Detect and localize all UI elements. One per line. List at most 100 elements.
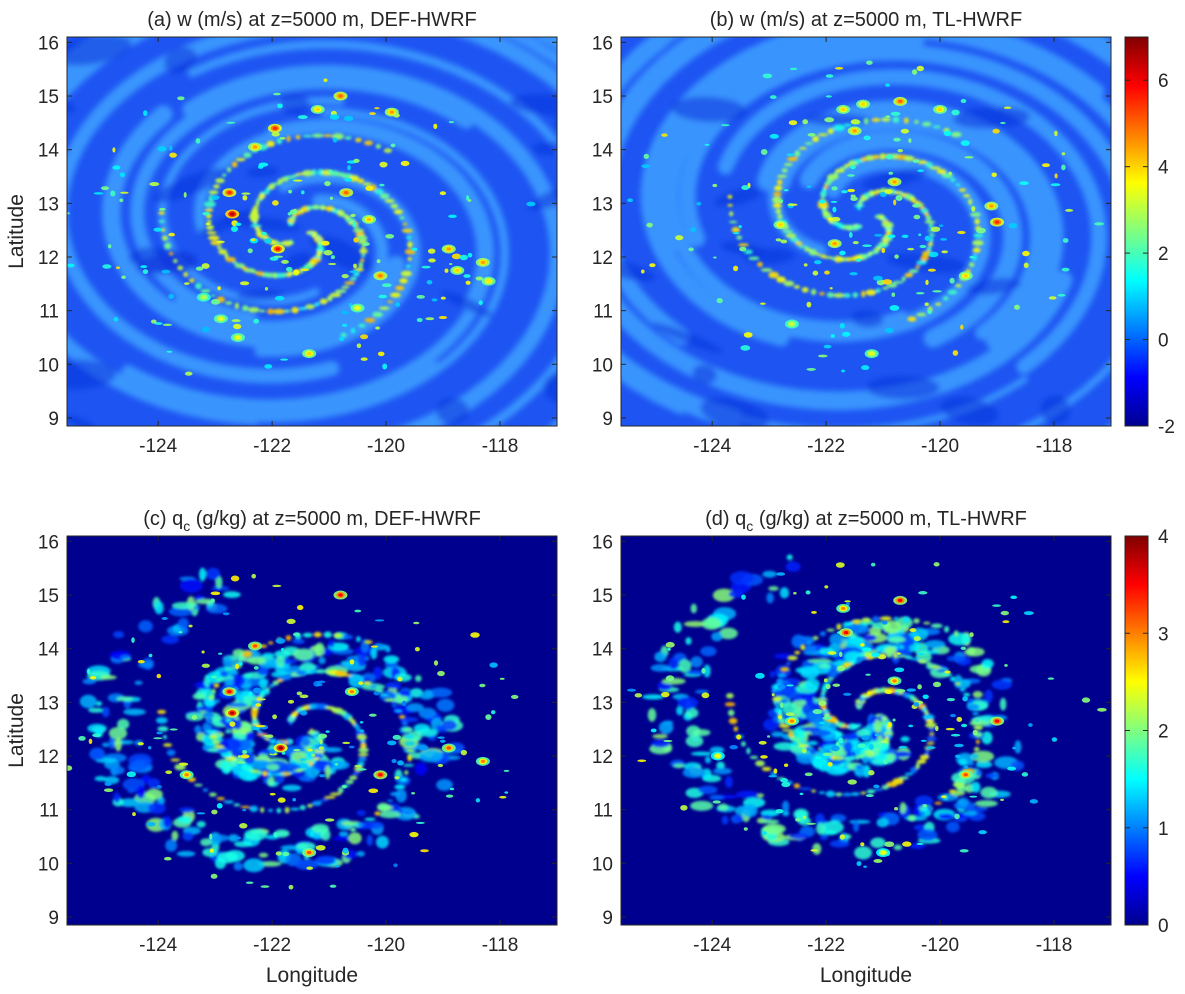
spiral-segment [727, 709, 735, 717]
cell [646, 222, 653, 228]
cell [824, 117, 835, 123]
spiral-segment [318, 799, 329, 802]
cell [153, 737, 163, 740]
cell [839, 322, 845, 329]
band [662, 37, 925, 337]
cell [810, 849, 818, 852]
cell [823, 678, 828, 683]
intense-cell [344, 687, 359, 697]
cloud-cell [971, 750, 995, 763]
spiral-segment [947, 289, 958, 295]
cell [281, 259, 289, 264]
spiral-segment [177, 265, 184, 271]
spiral-segment [967, 703, 980, 711]
intense-cell [839, 628, 854, 638]
downdraft-pocket [67, 359, 116, 390]
intense-cell [836, 603, 851, 613]
cell [881, 742, 887, 747]
spiral-segment [804, 247, 812, 252]
spiral-segment [812, 135, 820, 143]
y-tick-label: 12 [38, 747, 59, 768]
cloud-cell [113, 630, 125, 639]
spiral-segment [865, 289, 877, 296]
spiral-segment [399, 216, 405, 220]
spiral-segment [733, 726, 739, 732]
cell [143, 110, 148, 116]
cell [952, 350, 959, 356]
spiral-segment [302, 169, 314, 177]
cell [211, 195, 220, 201]
cloud-cell [884, 646, 897, 655]
cloud-cell [199, 567, 206, 582]
cell [116, 266, 120, 270]
cell [277, 103, 283, 109]
cell [838, 737, 844, 744]
cell [1050, 183, 1061, 187]
spiral-segment [853, 204, 865, 208]
spiral-segment [358, 678, 363, 682]
cell [460, 749, 468, 756]
spiral-segment [804, 142, 814, 145]
downdraft-pocket [67, 37, 132, 66]
cell [732, 232, 740, 235]
cell [992, 128, 1000, 134]
cloud-cell [213, 834, 230, 842]
cell [912, 159, 920, 163]
spiral-segment [969, 762, 975, 766]
cell [729, 744, 738, 750]
spiral-segment [252, 700, 263, 704]
y-tick-label: 12 [38, 248, 59, 269]
intense-cell [893, 96, 908, 106]
cell [918, 233, 922, 237]
spiral-segment [407, 754, 413, 762]
cell [202, 212, 210, 216]
intense-cell [710, 751, 725, 761]
intense-cell [248, 142, 263, 152]
cell [930, 226, 941, 232]
cell [108, 244, 112, 249]
cloud-cell [970, 781, 981, 793]
cloud-cell [673, 763, 685, 769]
intense-cell [373, 770, 388, 780]
cloud-cell [357, 653, 367, 667]
cloud-cell [724, 776, 733, 788]
cell [246, 724, 250, 728]
spiral-segment [973, 724, 983, 731]
x-tick-label: -122 [807, 436, 845, 457]
cell [841, 331, 851, 337]
cell-core [235, 335, 241, 340]
cell [924, 302, 929, 306]
cell-core [789, 719, 795, 723]
spiral-segment [364, 817, 376, 821]
cell [922, 694, 929, 700]
cell [890, 111, 901, 116]
cell [786, 153, 795, 156]
cell [341, 310, 349, 315]
spiral-segment [892, 116, 900, 123]
cell [889, 305, 900, 311]
spiral-segment [774, 185, 783, 191]
cell-core [843, 630, 849, 635]
y-tick-label: 14 [38, 640, 60, 661]
intense-cell [373, 271, 388, 281]
spiral-segment [920, 207, 929, 214]
cell [229, 721, 236, 727]
cell [849, 272, 858, 276]
spiral-segment [925, 722, 937, 728]
spiral-segment [876, 745, 882, 750]
cell [894, 806, 899, 811]
cell [317, 680, 326, 684]
cloud-cell [683, 620, 707, 628]
cell [311, 753, 316, 757]
colorbar-gradient [1124, 36, 1149, 427]
spiral-segment [777, 673, 787, 678]
cell [437, 763, 444, 768]
cell [868, 743, 874, 750]
intense-cell [784, 716, 799, 726]
cloud-cell [842, 834, 852, 840]
spiral-segment [234, 263, 245, 269]
cell [803, 263, 808, 267]
cell [831, 745, 840, 752]
spiral-segment [929, 237, 934, 243]
cell [273, 832, 278, 838]
